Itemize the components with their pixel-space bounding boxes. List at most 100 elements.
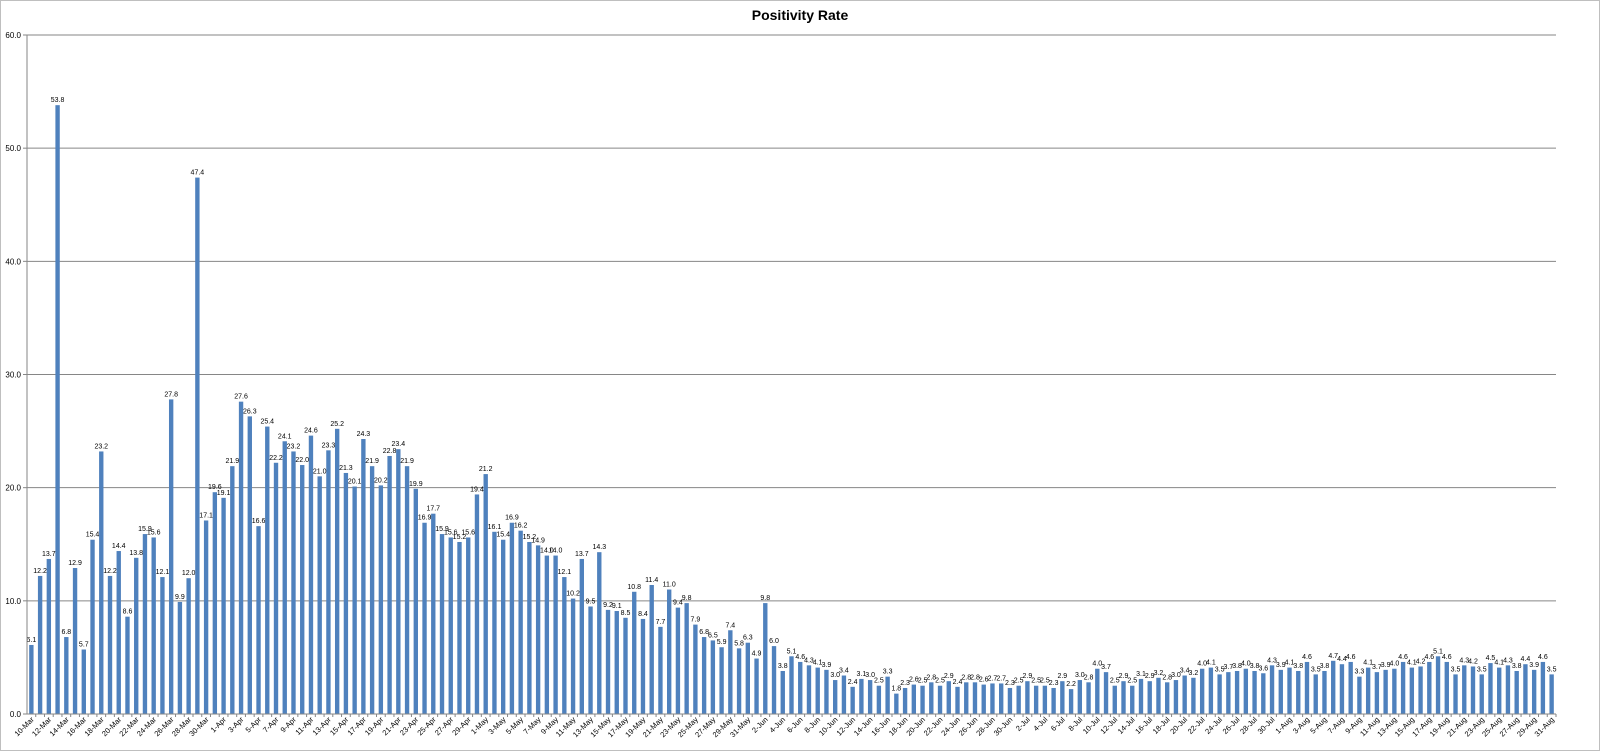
data-label: 2.8: [961, 674, 971, 681]
data-label: 15.9: [435, 526, 449, 533]
bar: [55, 105, 60, 714]
data-label: 16.9: [418, 515, 432, 522]
data-label: 20.2: [374, 477, 388, 484]
data-label: 6.0: [769, 638, 779, 645]
x-axis-ticks: 10-Mar12-Mar14-Mar16-Mar18-Mar20-Mar22-M…: [13, 714, 1557, 739]
data-label: 15.6: [461, 529, 475, 536]
data-label: 2.5: [1040, 678, 1050, 685]
data-label: 3.9: [1381, 662, 1391, 669]
data-label: 4.9: [752, 651, 762, 658]
data-label: 9.4: [673, 600, 683, 607]
bar: [920, 685, 925, 714]
data-label: 5.1: [787, 648, 797, 655]
bar: [1217, 674, 1222, 714]
data-label: 4.2: [1468, 658, 1478, 665]
data-label: 6.5: [708, 632, 718, 639]
bar: [457, 541, 462, 714]
bar: [1444, 661, 1449, 714]
bar: [125, 616, 130, 714]
bar: [710, 640, 716, 714]
bar: [649, 584, 654, 714]
data-label: 3.5: [1215, 666, 1225, 673]
x-tick-label: 24-Jul: [1203, 715, 1224, 736]
bar: [1304, 661, 1310, 714]
data-label: 16.2: [514, 523, 528, 530]
data-label: 25.4: [260, 419, 274, 426]
bar: [177, 601, 183, 714]
bar: [876, 685, 882, 714]
x-tick-label: 3-Aug: [1291, 715, 1312, 736]
bar: [937, 685, 943, 714]
data-label: 10.8: [627, 584, 641, 591]
bar: [640, 618, 646, 714]
data-label: 15.6: [147, 529, 161, 536]
bar: [1112, 685, 1117, 714]
data-label: 7.4: [725, 622, 735, 629]
bar: [317, 476, 322, 714]
bar: [1287, 667, 1292, 714]
data-label: 3.8: [1232, 663, 1242, 670]
data-label: 5.7: [79, 641, 89, 648]
x-tick-label: 16-Jul: [1133, 715, 1154, 736]
data-label: 2.5: [1127, 678, 1137, 685]
data-label: 7.9: [691, 617, 701, 624]
data-label: 2.5: [1014, 678, 1024, 685]
bar: [771, 646, 777, 714]
bar: [894, 693, 899, 714]
data-label: 9.8: [760, 595, 770, 602]
data-label: 4.0: [1241, 661, 1251, 668]
data-label: 4.3: [1459, 657, 1469, 664]
data-label: 2.9: [1119, 673, 1129, 680]
bar: [1331, 660, 1336, 714]
bar: [798, 661, 803, 714]
bar: [29, 644, 34, 714]
bar: [492, 531, 497, 714]
bar: [1453, 674, 1458, 714]
data-labels: 6.1 12.2 13.7 53.8 6.8 12.9 5.7 15.4 23.2 12.2 14.…: [27, 97, 1557, 692]
bar: [1348, 661, 1353, 714]
bar: [745, 642, 750, 714]
bar: [1199, 668, 1205, 714]
data-label: 3.7: [1223, 664, 1233, 671]
data-label: 23.2: [287, 443, 301, 450]
data-label: 21.9: [226, 458, 240, 465]
data-label: 22.8: [383, 448, 397, 455]
data-label: 4.0: [1389, 661, 1399, 668]
data-label: 19.6: [208, 484, 222, 491]
bar: [90, 539, 95, 714]
bar: [1365, 667, 1371, 714]
data-label: 3.8: [1250, 663, 1260, 670]
bar: [116, 551, 121, 714]
x-tick-label: 2-Jul: [1014, 715, 1032, 733]
bar: [1392, 668, 1397, 714]
bar: [841, 675, 847, 714]
bar: [300, 465, 305, 714]
bar: [1497, 667, 1502, 714]
bar: [1156, 677, 1161, 714]
bar: [369, 466, 375, 714]
y-tick-label: 10.0: [5, 597, 21, 606]
bar: [334, 428, 340, 714]
bar: [212, 492, 218, 714]
bar: [1226, 672, 1231, 714]
data-label: 53.8: [51, 97, 65, 104]
x-tick-label: 14-Jul: [1116, 715, 1137, 736]
data-label: 4.3: [1503, 657, 1513, 664]
data-label: 3.5: [1311, 666, 1321, 673]
bar: [614, 611, 619, 714]
bar: [1269, 665, 1275, 714]
bar: [256, 526, 261, 714]
bar: [588, 606, 593, 714]
bar: [1409, 667, 1415, 714]
x-tick-label: 7-Apr: [261, 715, 281, 735]
data-label: 4.6: [1538, 654, 1548, 661]
data-label: 19.9: [409, 481, 423, 488]
x-tick-label: 2-Jun: [750, 715, 770, 735]
bar: [1007, 687, 1013, 714]
data-label: 9.2: [603, 602, 613, 609]
data-label: 9.8: [682, 595, 692, 602]
data-label: 3.6: [1258, 665, 1268, 672]
bar: [806, 665, 812, 714]
bar: [422, 522, 427, 714]
